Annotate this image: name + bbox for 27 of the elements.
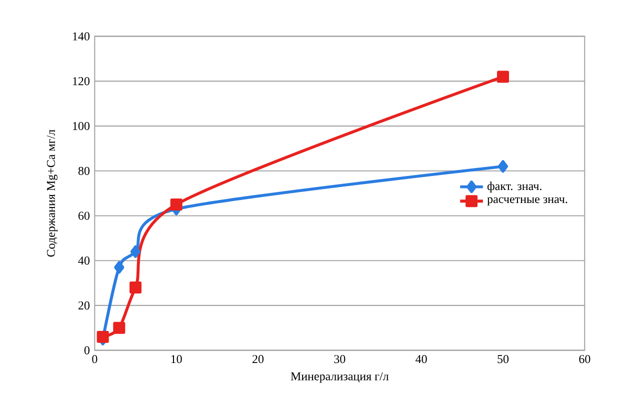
x-tick-label: 30: [334, 355, 346, 364]
point: [498, 160, 508, 173]
legend-label: расчетные знач.: [487, 197, 568, 206]
point: [113, 322, 126, 334]
point: [496, 70, 509, 83]
y-tick-label: 40: [78, 256, 90, 265]
x-tick-label: 40: [416, 355, 427, 364]
y-tick-label: 60: [78, 212, 90, 220]
x-tick-label: 60: [579, 355, 590, 364]
y-tick-label: 140: [73, 32, 90, 40]
x-axis-title: Минерализация г/л: [290, 372, 389, 383]
y-tick-label: 100: [73, 122, 90, 130]
x-tick-label: 50: [498, 355, 509, 364]
x-tick-label: 10: [171, 355, 182, 364]
point: [114, 261, 124, 274]
point: [130, 282, 142, 294]
x-tick-label: 20: [252, 355, 264, 364]
point: [130, 245, 141, 258]
y-tick-label: 0: [84, 346, 90, 354]
point: [96, 330, 109, 343]
y-tick-label: 120: [73, 77, 90, 86]
y-tick-label: 80: [78, 166, 90, 175]
point: [170, 198, 182, 211]
y-axis-title: Содержания Mg+Ca мг/л: [46, 130, 58, 257]
legend-label: факт. знач.: [487, 182, 542, 193]
x-tick-label: 0: [92, 355, 98, 364]
y-tick-label: 20: [78, 301, 90, 310]
